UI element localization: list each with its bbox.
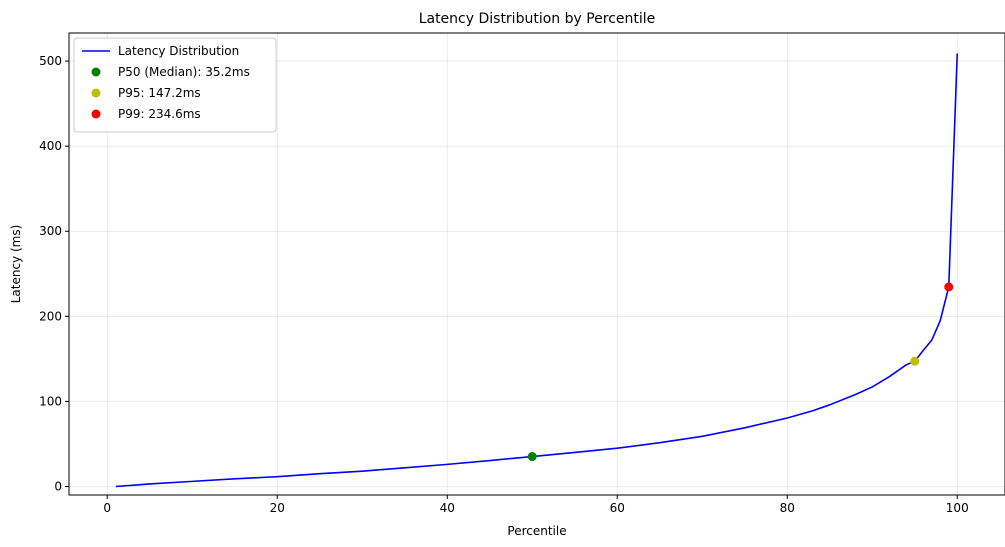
x-tick-label-20: 20 xyxy=(270,501,285,515)
plot-area xyxy=(115,53,959,488)
x-tick-label-60: 60 xyxy=(610,501,625,515)
legend-swatch-marker-1 xyxy=(91,67,101,77)
y-tick-label-200: 200 xyxy=(39,309,62,323)
x-tick-label-40: 40 xyxy=(440,501,455,515)
marker-p95 xyxy=(910,356,920,366)
y-tick-label-0: 0 xyxy=(54,479,62,493)
x-axis-ticks: 0 20 40 60 80 100 xyxy=(103,495,969,515)
legend-label-0: Latency Distribution xyxy=(118,44,239,58)
x-axis-label: Percentile xyxy=(507,524,566,538)
plot-frame xyxy=(68,32,1005,496)
marker-p50 xyxy=(527,452,537,462)
chart-title: Latency Distribution by Percentile xyxy=(419,11,656,27)
y-axis-ticks: 0 100 200 300 400 500 xyxy=(39,54,69,493)
marker-p99 xyxy=(944,282,954,292)
y-tick-label-100: 100 xyxy=(39,394,62,408)
y-axis-label: Latency (ms) xyxy=(9,225,23,304)
y-tick-label-500: 500 xyxy=(39,54,62,68)
legend-swatch-marker-2 xyxy=(91,88,101,98)
legend: Latency Distribution P50 (Median): 35.2ms… xyxy=(73,37,277,133)
x-tick-label-0: 0 xyxy=(103,501,111,515)
legend-label-3: P99: 234.6ms xyxy=(118,107,201,121)
series-line-0 xyxy=(115,53,959,488)
y-tick-label-300: 300 xyxy=(39,224,62,238)
legend-label-2: P95: 147.2ms xyxy=(118,86,201,100)
x-tick-label-80: 80 xyxy=(780,501,795,515)
legend-box xyxy=(73,37,277,133)
x-tick-label-100: 100 xyxy=(946,501,969,515)
legend-swatch-marker-3 xyxy=(91,109,101,119)
legend-label-1: P50 (Median): 35.2ms xyxy=(118,65,250,79)
y-tick-label-400: 400 xyxy=(39,139,62,153)
